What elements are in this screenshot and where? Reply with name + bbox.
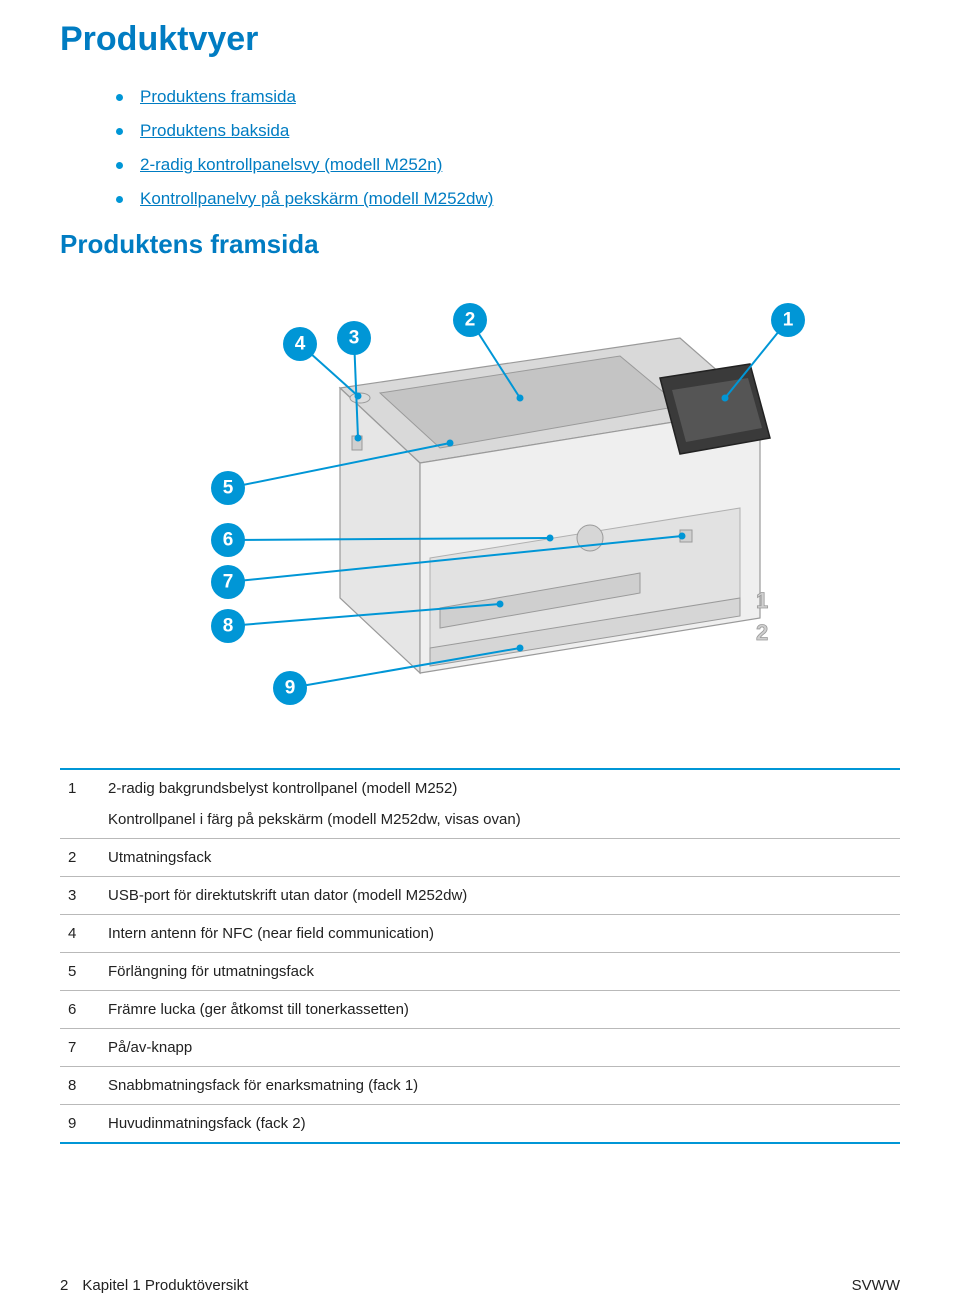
footer-page-number: 2: [60, 1277, 68, 1294]
section-heading: Produktens framsida: [60, 229, 900, 260]
page-heading: Produktvyer: [60, 20, 900, 59]
printer-illustration: 1 2: [340, 338, 770, 673]
svg-text:3: 3: [349, 328, 360, 349]
table-row: 1 2-radig bakgrundsbelyst kontrollpanel …: [60, 769, 900, 839]
svg-text:1: 1: [783, 310, 794, 331]
in-page-links: Produktens framsida Produktens baksida 2…: [116, 87, 900, 209]
link-back[interactable]: Produktens baksida: [140, 121, 289, 140]
table-row: 5Förlängning för utmatningsfack: [60, 953, 900, 991]
table-row: 8Snabbmatningsfack för enarksmatning (fa…: [60, 1067, 900, 1105]
tray-number-1: 1: [756, 588, 768, 613]
tray-number-2: 2: [756, 620, 768, 645]
svg-text:9: 9: [285, 678, 296, 699]
callout-table: 1 2-radig bakgrundsbelyst kontrollpanel …: [60, 768, 900, 1144]
svg-text:6: 6: [223, 530, 234, 551]
svg-text:2: 2: [465, 310, 476, 331]
footer-right: SVWW: [852, 1277, 900, 1294]
svg-text:7: 7: [223, 572, 234, 593]
table-row: 2Utmatningsfack: [60, 839, 900, 877]
link-touch-panel[interactable]: Kontrollpanelvy på pekskärm (modell M252…: [140, 189, 493, 208]
table-row: 9Huvudinmatningsfack (fack 2): [60, 1105, 900, 1144]
link-2line-panel[interactable]: 2-radig kontrollpanelsvy (modell M252n): [140, 155, 442, 174]
table-row: 6Främre lucka (ger åtkomst till tonerkas…: [60, 991, 900, 1029]
svg-text:4: 4: [295, 334, 306, 355]
footer-chapter: Kapitel 1 Produktöversikt: [82, 1277, 248, 1294]
svg-text:8: 8: [223, 616, 234, 637]
row-desc: 2-radig bakgrundsbelyst kontrollpanel (m…: [100, 769, 900, 839]
table-row: 4Intern antenn för NFC (near field commu…: [60, 915, 900, 953]
table-row: 7På/av-knapp: [60, 1029, 900, 1067]
table-row: 3USB-port för direktutskrift utan dator …: [60, 877, 900, 915]
page-footer: 2 Kapitel 1 Produktöversikt SVWW: [0, 1277, 960, 1294]
svg-text:5: 5: [223, 478, 234, 499]
row-num: 1: [60, 769, 100, 839]
link-front[interactable]: Produktens framsida: [140, 87, 296, 106]
product-front-diagram: 1 2: [120, 278, 840, 738]
